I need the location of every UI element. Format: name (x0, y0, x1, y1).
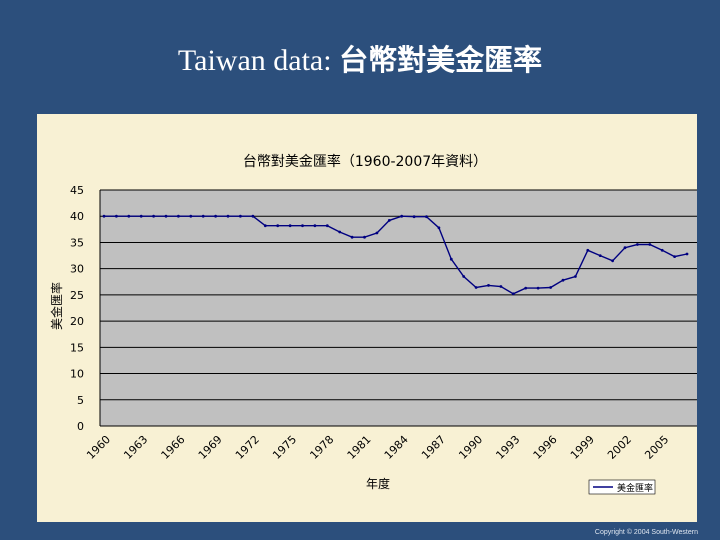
data-point (474, 286, 478, 289)
x-tick-label: 1990 (456, 433, 485, 462)
data-point (301, 224, 304, 228)
x-tick-label: 1975 (270, 433, 299, 462)
slide-title-english: Taiwan data: (177, 44, 332, 77)
data-point (561, 278, 565, 282)
data-point (189, 214, 193, 218)
x-tick-label: 1999 (568, 433, 597, 462)
data-point (598, 254, 602, 257)
y-tick-label: 45 (70, 184, 84, 197)
y-tick-label: 35 (70, 236, 84, 249)
copyright-notice: Copyright © 2004 South-Western (594, 529, 698, 536)
x-tick-label: 2002 (605, 433, 634, 462)
data-point (499, 285, 503, 288)
legend-box (588, 479, 656, 495)
data-point (214, 214, 218, 218)
x-tick-label: 1993 (493, 433, 522, 462)
series-line (102, 214, 689, 296)
data-point (549, 286, 552, 289)
x-tick-label: 1966 (159, 433, 188, 462)
data-point (251, 214, 255, 218)
data-point (673, 255, 676, 258)
data-point (685, 252, 689, 256)
y-tick-label: 20 (70, 315, 84, 328)
y-tick-label: 30 (70, 263, 84, 276)
data-point (313, 224, 317, 228)
data-point (288, 224, 292, 228)
data-point (437, 226, 441, 230)
data-point (375, 231, 379, 235)
data-point (400, 214, 404, 218)
data-point (363, 235, 366, 239)
data-point (524, 286, 528, 290)
x-axis-label: 年度 (366, 476, 390, 491)
y-tick-label: 15 (70, 341, 84, 354)
x-tick-label: 1972 (233, 433, 262, 462)
data-point (412, 215, 416, 219)
y-axis-label-text: 美金匯率 (49, 282, 64, 330)
x-tick-labels: 1960 1963 1966 1969 1972 1975 1978 1981 1984 1987… (84, 433, 671, 462)
y-tick-label: 0 (77, 420, 84, 433)
data-point (177, 214, 180, 218)
data-point (139, 214, 143, 218)
series-polyline (104, 215, 688, 295)
y-tick-label: 10 (70, 368, 84, 381)
data-point (276, 224, 280, 228)
data-point (487, 284, 490, 287)
x-tick-label: 1960 (84, 433, 113, 462)
plot-area (100, 190, 697, 426)
data-point (152, 214, 155, 218)
x-tick-label: 1963 (121, 433, 150, 462)
data-point (611, 259, 614, 263)
y-tick-label: 40 (70, 210, 84, 223)
y-tick-label: 25 (70, 289, 84, 302)
x-tick-label: 1981 (345, 433, 374, 462)
grid-lines (100, 189, 697, 401)
data-point (127, 214, 131, 218)
data-point (449, 257, 453, 261)
data-point (425, 215, 428, 219)
data-point (239, 214, 242, 218)
data-point (102, 214, 106, 218)
data-point (660, 248, 664, 252)
data-point (350, 235, 354, 239)
exchange-rate-chart: 台幣對美金匯率（1960-2007年資料） 0 5 10 15 20 25 30 35 40 45… (49, 153, 697, 495)
data-point (536, 286, 540, 290)
data-point (325, 224, 329, 228)
legend: 美金匯率 (588, 479, 656, 495)
data-point (623, 246, 627, 250)
data-point (263, 224, 267, 228)
data-point (462, 275, 466, 278)
data-point (586, 248, 590, 252)
x-tick-label: 2005 (642, 433, 671, 462)
y-tick-label: 5 (77, 394, 84, 407)
data-point (201, 214, 205, 218)
data-point (338, 230, 342, 234)
x-tick-label: 1978 (307, 433, 336, 462)
data-point (648, 243, 652, 246)
chart-title: 台幣對美金匯率（1960-2007年資料） (243, 153, 487, 170)
slide-title: Taiwan data: 台幣對美金匯率 (0, 38, 720, 83)
data-point (574, 275, 577, 278)
x-tick-label: 1984 (382, 433, 411, 462)
slide-title-chinese: 台幣對美金匯率 (339, 43, 543, 77)
x-tick-label: 1987 (419, 433, 448, 462)
data-point (226, 214, 230, 218)
x-tick-label: 1969 (196, 433, 225, 462)
data-point (387, 219, 391, 222)
data-point (636, 243, 639, 246)
y-axis-label: 美金匯率 (49, 282, 64, 330)
data-point (511, 292, 515, 296)
data-point (115, 214, 118, 218)
legend-label: 美金匯率 (617, 482, 653, 494)
data-point (164, 214, 168, 218)
chart-panel: 台幣對美金匯率（1960-2007年資料） 0 5 10 15 20 25 30 35 40 45… (37, 114, 697, 522)
axes (99, 190, 697, 427)
y-tick-labels: 0 5 10 15 20 25 30 35 40 45 (70, 184, 84, 433)
x-tick-label: 1996 (531, 433, 560, 462)
